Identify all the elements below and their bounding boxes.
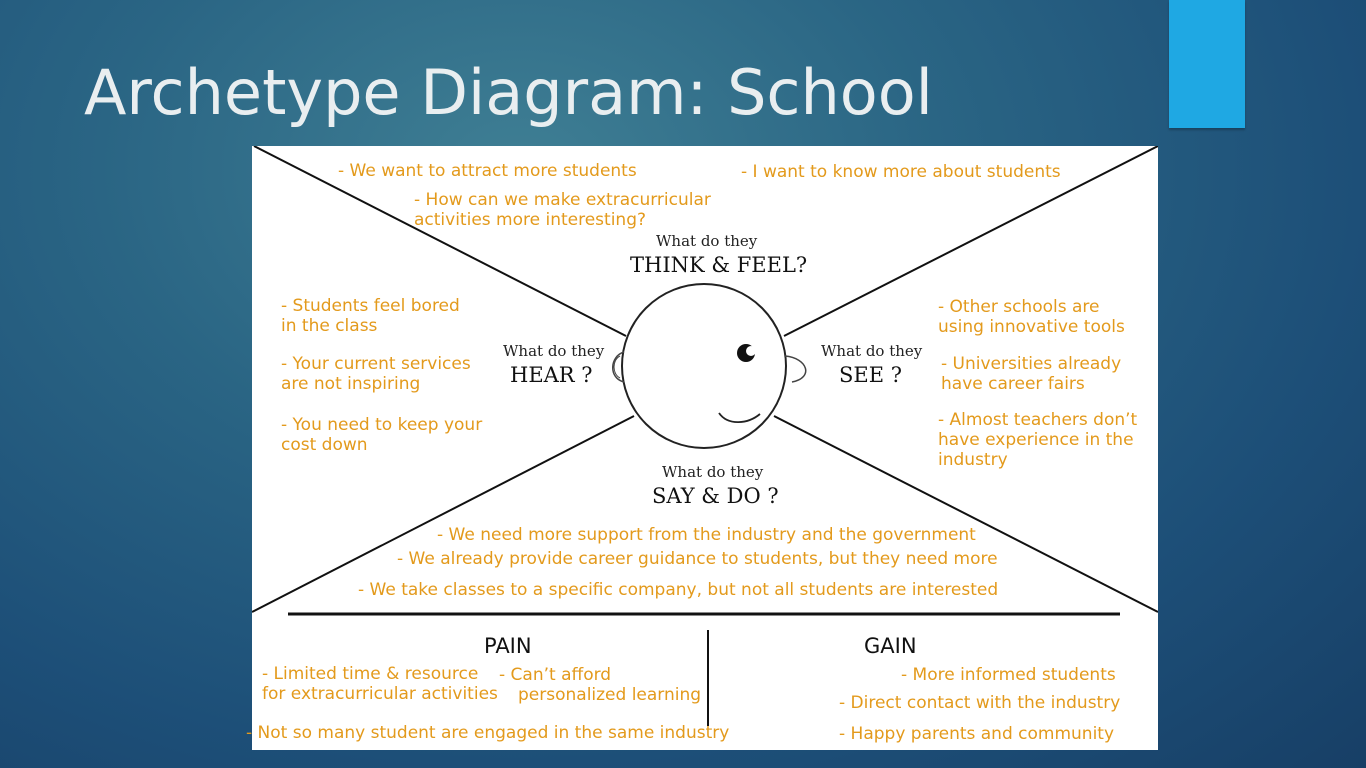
hear-note-2a: - Your current services	[281, 354, 471, 374]
pain-item-2a: - Can’t afford	[499, 665, 612, 685]
see-label: SEE ?	[839, 363, 902, 387]
think-note-1: - We want to attract more students	[338, 161, 637, 181]
say-note-1: - We need more support from the industry…	[437, 525, 976, 545]
hear-note-1a: - Students feel bored	[281, 296, 460, 316]
see-note-1b: using innovative tools	[938, 317, 1125, 337]
left-ear	[612, 351, 625, 383]
accent-bar	[1169, 0, 1245, 128]
diagram-lines	[252, 146, 1158, 726]
empathy-map-board: What do they THINK & FEEL? What do they …	[246, 146, 1158, 750]
hear-note-2b: are not inspiring	[281, 374, 421, 394]
see-note-2a: - Universities already	[941, 354, 1122, 374]
hear-note-3b: cost down	[281, 435, 368, 455]
gain-item-2: - Direct contact with the industry	[839, 693, 1121, 713]
think-note-3b: activities more interesting?	[414, 210, 647, 230]
head-circle	[621, 283, 787, 449]
see-note-2b: have career fairs	[941, 374, 1085, 394]
hear-small: What do they	[503, 342, 605, 360]
head-icon	[612, 283, 807, 449]
say-note-3: - We take classes to a specific company,…	[358, 580, 999, 600]
hear-note-1b: in the class	[281, 316, 378, 336]
diag-top-right	[783, 146, 1158, 337]
think-note-2: - I want to know more about students	[741, 162, 1061, 182]
see-note-3b: have experience in the	[938, 430, 1134, 450]
say-do-small: What do they	[662, 463, 764, 481]
gain-header: GAIN	[864, 634, 917, 658]
think-feel-small: What do they	[656, 232, 758, 250]
see-note-3c: industry	[938, 450, 1008, 470]
see-small: What do they	[821, 342, 923, 360]
diag-bottom-right	[773, 415, 1158, 613]
right-ear	[784, 355, 807, 383]
slide-title: Archetype Diagram: School	[84, 56, 933, 129]
say-do-label: SAY & DO ?	[652, 484, 779, 508]
see-note-3a: - Almost teachers don’t	[938, 410, 1138, 430]
diag-top-left	[253, 146, 627, 337]
diag-bottom-left	[252, 415, 635, 613]
pain-item-1b: for extracurricular activities	[262, 684, 498, 704]
pain-header: PAIN	[484, 634, 532, 658]
think-note-3a: - How can we make extracurricular	[414, 190, 711, 210]
pain-item-2b: personalized learning	[518, 685, 702, 705]
see-note-1a: - Other schools are	[938, 297, 1100, 317]
hear-note-3a: - You need to keep your	[281, 415, 483, 435]
pain-item-1a: - Limited time & resource	[262, 664, 479, 684]
say-note-2: - We already provide career guidance to …	[397, 549, 998, 569]
gain-item-1: - More informed students	[901, 665, 1116, 685]
pain-item-3: - Not so many student are engaged in the…	[246, 723, 730, 743]
smile	[718, 412, 761, 424]
think-feel-label: THINK & FEEL?	[630, 253, 808, 277]
gain-item-3: - Happy parents and community	[839, 724, 1115, 744]
hear-label: HEAR ?	[510, 363, 593, 387]
